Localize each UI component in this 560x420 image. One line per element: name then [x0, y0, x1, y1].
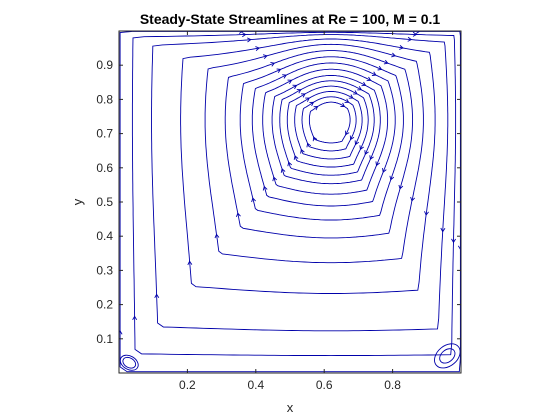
streamline-arrow: [270, 61, 276, 67]
y-axis-ticks: 0.1 0.2 0.3 0.4 0.5 0.6 0.7 0.8 0.9: [96, 58, 461, 346]
streamline-arrow: [241, 32, 247, 38]
streamline-arrow: [369, 155, 374, 160]
streamline: [301, 96, 357, 152]
streamline-arrow: [292, 84, 298, 90]
streamline-arrow: [235, 212, 241, 218]
streamline-arrow: [410, 196, 416, 202]
streamline-arrow: [340, 102, 346, 107]
streamline-arrow: [313, 106, 319, 111]
streamline: [204, 43, 424, 264]
y-tick-label: 0.2: [96, 298, 113, 312]
streamline: [262, 68, 389, 195]
streamline-arrow: [272, 176, 278, 182]
streamline-arrow: [293, 155, 299, 160]
streamline-arrow: [251, 197, 256, 203]
streamline-arrow: [398, 184, 404, 190]
streamline-arrow: [349, 135, 355, 141]
streamline-arrow: [312, 136, 318, 142]
streamline: [294, 91, 363, 160]
streamline-arrow: [354, 140, 360, 146]
streamline-arrow: [305, 97, 310, 102]
streamline-arrow: [391, 52, 396, 58]
streamline-arrow: [375, 161, 380, 167]
streamline: [308, 101, 351, 144]
secondary-vortex-streamline: [434, 343, 461, 369]
streamline-arrow: [309, 101, 315, 107]
streamline: [279, 80, 375, 176]
x-tick-label: 0.2: [179, 378, 196, 392]
streamline-arrow: [357, 86, 363, 91]
y-tick-label: 0.6: [96, 161, 113, 175]
y-tick-label: 0.7: [96, 127, 113, 141]
streamline-arrow: [214, 233, 220, 239]
x-tick-label: 0.4: [247, 378, 264, 392]
streamline-arrow: [276, 68, 282, 73]
streamline-arrow: [300, 148, 305, 154]
streamline-arrow: [383, 59, 389, 65]
streamline-arrow: [348, 94, 354, 99]
streamline: [251, 62, 396, 207]
x-axis-ticks: 0.2 0.4 0.6 0.8: [179, 31, 401, 392]
streamline-arrow: [296, 89, 302, 94]
streamline-arrow: [287, 161, 292, 167]
streamline-arrow: [187, 260, 193, 266]
streamline-arrow: [154, 293, 160, 299]
y-tick-label: 0.9: [96, 58, 113, 72]
y-tick-label: 0.3: [96, 263, 113, 277]
y-tick-label: 0.4: [96, 229, 113, 243]
secondary-vortex-streamline: [439, 348, 456, 364]
streamline-arrow: [300, 93, 306, 98]
streamline-arrow: [287, 79, 293, 85]
streamline: [286, 85, 369, 168]
streamline-arrow: [364, 150, 369, 155]
y-tick-label: 0.1: [96, 332, 113, 346]
streamline: [271, 75, 381, 185]
streamline-arrow: [399, 45, 404, 50]
y-tick-label: 0.5: [96, 195, 113, 209]
streamline-arrow: [359, 145, 364, 151]
streamline: [151, 34, 449, 332]
streamline-arrow: [389, 175, 395, 181]
x-tick-label: 0.6: [316, 378, 333, 392]
streamline-arrow: [424, 211, 429, 216]
streamline-arrow: [306, 142, 312, 148]
streamline-arrow: [119, 330, 123, 335]
streamline-arrow: [255, 46, 260, 51]
streamline-arrow: [247, 37, 252, 43]
x-tick-label: 0.8: [384, 378, 401, 392]
streamline-arrow: [377, 65, 383, 71]
streamline: [131, 31, 457, 357]
chart-title: Steady-State Streamlines at Re = 100, M …: [140, 11, 441, 27]
streamline-arrow: [451, 238, 456, 244]
y-axis-label: y: [70, 198, 85, 205]
streamline-arrow: [361, 81, 367, 87]
streamline-arrow: [440, 227, 446, 233]
streamline-arrow: [282, 74, 287, 79]
streamline-arrow: [353, 90, 358, 95]
x-axis-label: x: [287, 400, 294, 415]
streamline-arrow: [132, 315, 138, 321]
streamline-arrow: [344, 98, 350, 103]
y-tick-label: 0.8: [96, 92, 113, 106]
secondary-vortex-streamline: [119, 354, 139, 371]
streamline: [224, 50, 414, 239]
streamline-arrow: [407, 36, 413, 42]
streamline-arrow: [371, 71, 377, 76]
streamline-arrow: [366, 76, 372, 82]
streamline-arrow: [280, 168, 286, 173]
streamline: [239, 56, 404, 221]
streamline: [180, 38, 436, 294]
streamline-arrow: [262, 185, 268, 191]
streamline-arrow: [457, 245, 461, 251]
streamline-arrow: [262, 54, 268, 60]
streamline-arrow: [382, 168, 387, 173]
streamline-arrow: [345, 130, 350, 136]
secondary-vortex-streamline: [122, 356, 137, 369]
streamline-arrow: [412, 31, 418, 37]
